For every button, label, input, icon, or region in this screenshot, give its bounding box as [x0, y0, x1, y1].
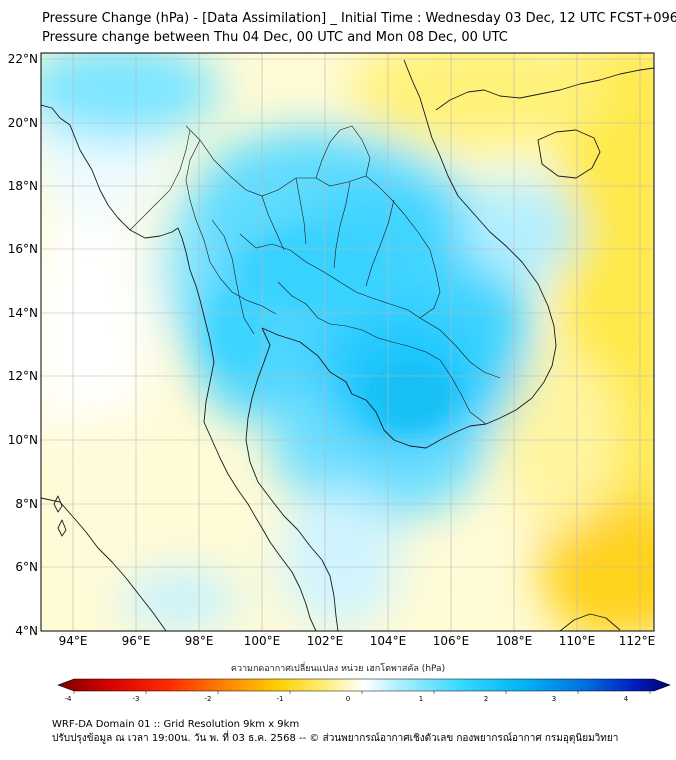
colorbar-tick: -1: [277, 695, 284, 703]
lon-label: 106°E: [433, 634, 470, 648]
lat-label: 16°N: [8, 242, 38, 256]
map-frame: [40, 52, 655, 632]
lon-label: 96°E: [122, 634, 151, 648]
colorbar-tick: 4: [624, 695, 629, 703]
colorbar-tick: -3: [133, 695, 140, 703]
lon-label: 100°E: [244, 634, 281, 648]
lat-axis: 22°N 20°N 18°N 16°N 14°N 12°N 10°N 8°N 6…: [8, 52, 38, 638]
lat-label: 20°N: [8, 116, 38, 130]
pressure-field: [41, 53, 654, 631]
map-subtitle: Pressure change between Thu 04 Dec, 00 U…: [42, 30, 508, 45]
coastlines: [41, 59, 654, 631]
map-title: Pressure Change (hPa) - [Data Assimilati…: [42, 11, 676, 26]
colorbar-title: ความกดอากาศเปลี่ยนแปลง หน่วย เฮกโตพาสคัล…: [230, 664, 446, 674]
colorbar-tick: 1: [419, 695, 423, 703]
lon-axis: 94°E 96°E 98°E 100°E 102°E 104°E 106°E 1…: [59, 634, 656, 648]
colorbar-tick: -4: [65, 695, 73, 703]
lon-label: 98°E: [185, 634, 214, 648]
colorbar-tick: 3: [552, 695, 556, 703]
lon-label: 94°E: [59, 634, 88, 648]
colorbar-tick: -2: [205, 695, 212, 703]
lon-label: 112°E: [619, 634, 656, 648]
admin-borders: [129, 125, 501, 425]
colorbar: -4 -3 -2 -1 0 1 2 3 4: [57, 678, 671, 703]
lon-label: 104°E: [370, 634, 407, 648]
lat-label: 10°N: [8, 433, 38, 447]
lat-label: 8°N: [15, 497, 38, 511]
lat-label: 4°N: [15, 624, 38, 638]
graticule: [41, 53, 654, 631]
lat-label: 18°N: [8, 179, 38, 193]
lon-label: 102°E: [307, 634, 344, 648]
lon-label: 110°E: [559, 634, 596, 648]
footer-credit: ปรับปรุงข้อมูล ณ เวลา 19:00น. วัน พ. ที่…: [52, 733, 619, 744]
lat-label: 12°N: [8, 369, 38, 383]
lat-label: 14°N: [8, 306, 38, 320]
lat-label: 6°N: [15, 560, 38, 574]
colorbar-bar: [57, 678, 671, 692]
colorbar-tick: 0: [346, 695, 350, 703]
footer-model-info: WRF-DA Domain 01 :: Grid Resolution 9km …: [52, 719, 300, 730]
lat-label: 22°N: [8, 52, 38, 66]
lon-label: 108°E: [496, 634, 533, 648]
colorbar-tick: 2: [484, 695, 488, 703]
